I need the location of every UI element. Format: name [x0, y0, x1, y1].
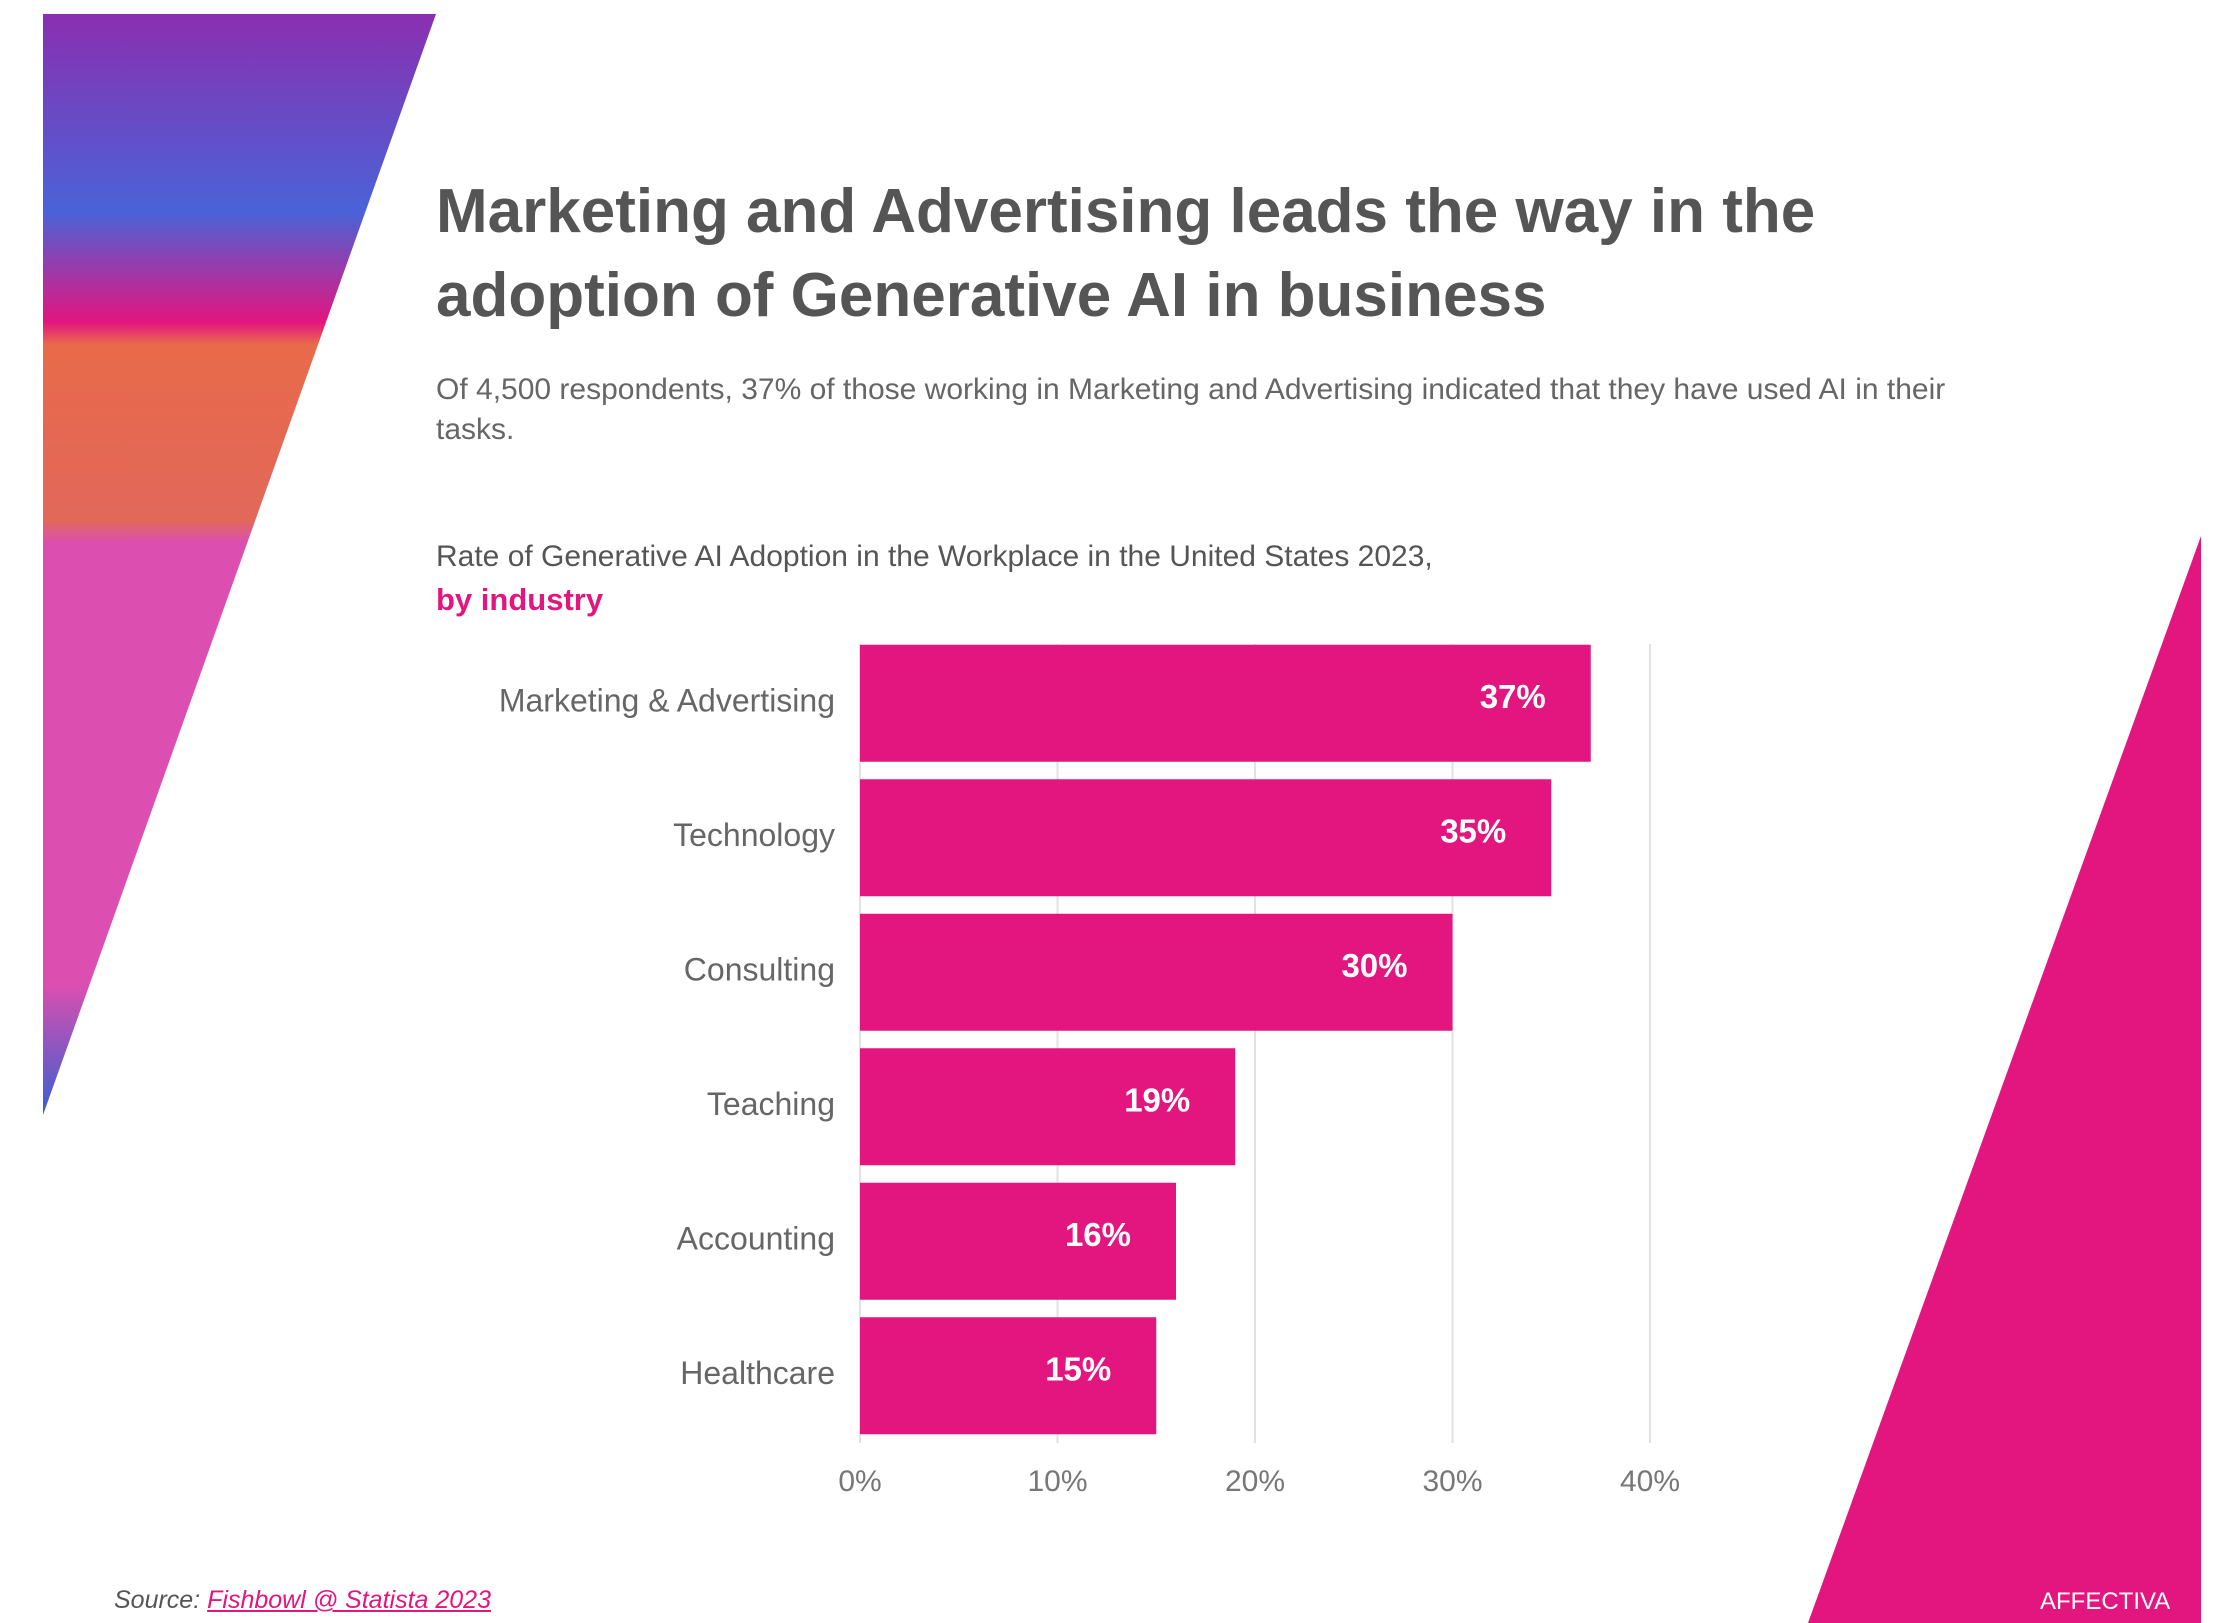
value-label: 35% — [1440, 812, 1506, 849]
bar — [860, 913, 1453, 1031]
y-tick-label: Consulting — [684, 952, 835, 988]
subtitle: Of 4,500 respondents, 37% of those worki… — [436, 373, 1946, 446]
value-label: 30% — [1341, 947, 1407, 984]
bar — [860, 644, 1591, 762]
bar — [860, 1317, 1157, 1435]
bar — [860, 779, 1552, 897]
source-prefix: Source: — [114, 1586, 201, 1614]
value-label: 15% — [1045, 1350, 1111, 1387]
chart-heading: Rate of Generative AI Adoption in the Wo… — [436, 540, 1433, 573]
x-tick-label: 30% — [1422, 1465, 1482, 1498]
y-tick-label: Technology — [673, 817, 835, 853]
brand: AFFECTIVA — [2040, 1588, 2171, 1615]
decoration — [1808, 536, 2201, 1623]
value-label: 19% — [1124, 1081, 1190, 1118]
y-tick-label: Marketing & Advertising — [499, 683, 835, 719]
decoration — [43, 14, 436, 1115]
x-tick-label: 20% — [1225, 1465, 1285, 1498]
source: Source: Fishbowl @ Statista 2023 — [114, 1586, 491, 1615]
y-tick-label: Accounting — [677, 1221, 835, 1257]
bar — [860, 1048, 1236, 1166]
x-tick-label: 10% — [1027, 1465, 1087, 1498]
bar — [860, 1182, 1176, 1300]
chart-title: Marketing and Advertising leads the way … — [436, 177, 1816, 330]
y-tick-label: Teaching — [707, 1086, 835, 1122]
y-tick-label: Healthcare — [680, 1355, 835, 1391]
value-label: 37% — [1480, 678, 1546, 715]
source-link[interactable]: Fishbowl @ Statista 2023 — [207, 1586, 491, 1614]
chart-subheading: by industry — [436, 582, 604, 617]
x-tick-label: 0% — [838, 1465, 881, 1498]
x-tick-label: 40% — [1620, 1465, 1680, 1498]
value-label: 16% — [1065, 1216, 1131, 1253]
